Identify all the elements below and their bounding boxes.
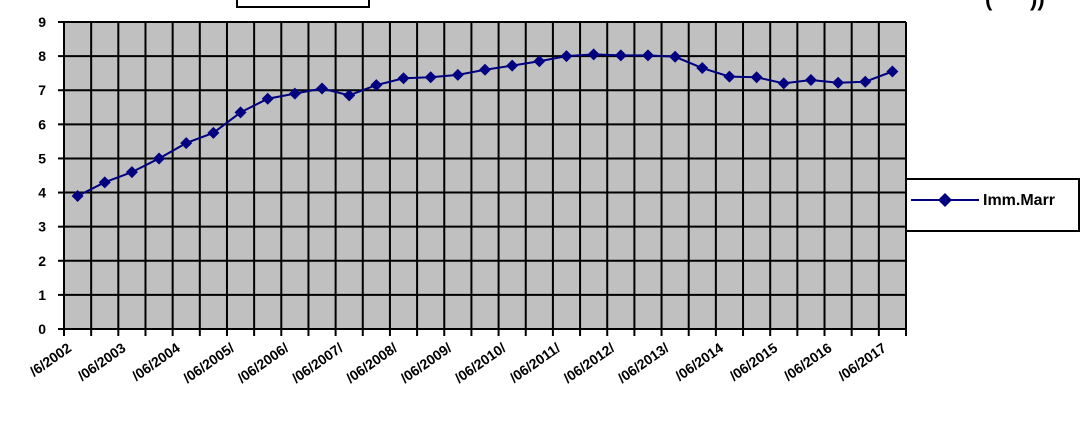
data-point [614,49,627,62]
legend-diamond-icon [938,193,952,207]
x-axis-ticks: /6/2002/06/2003/06/2004/06/2005//06/2006… [27,329,907,386]
data-point [832,76,845,89]
title-fragment-box [236,0,370,8]
data-point [804,73,817,86]
y-tick-label: 5 [38,150,46,166]
series-group [71,48,899,202]
data-point [180,137,193,150]
y-tick-label: 2 [38,253,46,269]
data-point [125,166,138,179]
data-point [560,50,573,63]
data-point [343,89,356,102]
x-tick-label: /06/2007/ [289,339,346,386]
x-tick-label: /06/2010/ [452,339,509,386]
x-tick-label: /06/2012/ [560,339,617,386]
data-point [641,49,654,62]
data-point [696,62,709,75]
data-point [723,70,736,83]
data-point [750,71,763,84]
data-point [506,59,519,72]
data-point [777,77,790,90]
y-tick-label: 3 [38,219,46,235]
y-axis-ticks: 0 1 2 3 4 5 6 7 8 9 [38,14,64,337]
legend-marker-line [911,193,979,207]
data-point [288,87,301,100]
y-tick-label: 6 [38,116,46,132]
x-tick-label: /06/2014 [672,339,726,383]
legend: Imm.Marr [905,178,1080,232]
y-tick-label: 9 [38,14,46,30]
y-tick-label: 0 [38,321,46,337]
data-point [234,106,247,119]
data-point [886,65,899,78]
x-tick-label: /06/2006/ [234,339,291,386]
x-tick-label: /06/2013/ [615,339,672,386]
data-point [451,68,464,81]
y-tick-label: 7 [38,82,46,98]
x-tick-label: /06/2017 [835,339,889,383]
x-tick-label: /06/2004 [129,339,183,383]
data-point [479,63,491,76]
data-point [533,55,546,68]
data-point [71,189,84,202]
x-tick-label: /06/2016 [781,339,835,383]
y-tick-label: 8 [38,48,46,64]
x-tick-label: /6/2002 [27,339,75,379]
x-tick-label: /06/2009/ [397,339,454,386]
data-point [316,82,329,95]
data-point [98,176,111,189]
legend-label: Imm.Marr [983,192,1056,209]
x-tick-label: /06/2005/ [180,339,237,386]
x-tick-label: /06/2011/ [507,339,563,385]
data-point [153,152,166,165]
data-point [859,75,872,88]
title-fragment-paren: ( [985,0,992,12]
data-point [397,72,410,85]
data-point [207,126,220,139]
x-tick-label: /06/2008/ [343,339,400,386]
data-point [587,48,600,61]
title-fragment-paren-close: )) [1030,0,1045,12]
data-point [424,71,437,84]
data-point [261,92,274,105]
data-point [370,79,383,92]
y-tick-label: 4 [38,185,46,201]
x-tick-label: /06/2003 [75,339,129,383]
x-tick-label: /06/2015 [727,339,781,383]
data-point [669,50,682,63]
y-tick-label: 1 [38,287,46,303]
